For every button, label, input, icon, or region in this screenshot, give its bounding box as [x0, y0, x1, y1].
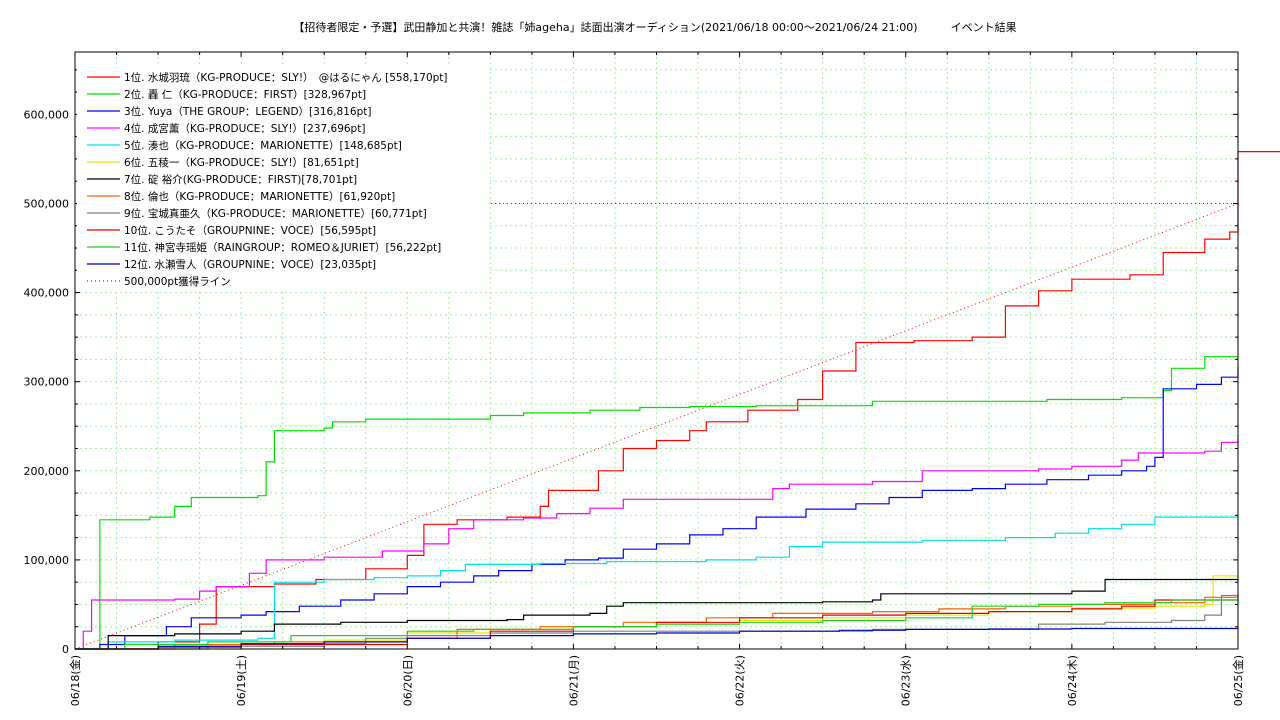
legend-label: 12位. 水瀬雪人（GROUPNINE：VOCE）[23,035pt] — [124, 258, 376, 271]
x-tick-label: 06/25(金) — [1231, 655, 1245, 706]
x-tick-label: 06/18(金) — [68, 655, 82, 706]
series-line-12 — [75, 627, 1238, 650]
legend-label: 6位. 五稜一（KG-PRODUCE：SLY!）[81,651pt] — [124, 156, 359, 169]
series-line-2 — [75, 355, 1239, 650]
y-tick-label: 600,000 — [24, 108, 70, 121]
legend-label: 3位. Yuya（THE GROUP：LEGEND）[316,816pt] — [124, 105, 371, 118]
x-tick-label: 06/22(火) — [734, 655, 747, 706]
x-tick-label: 06/19(土) — [235, 655, 248, 706]
series-line-5 — [75, 516, 1239, 650]
legend-label: 8位. 倫也（KG-PRODUCE：MARIONETTE）[61,920pt] — [124, 190, 395, 203]
series-layer — [75, 151, 1280, 650]
series-line-10 — [75, 598, 1239, 650]
y-tick-label: 200,000 — [24, 465, 70, 478]
legend-label: 5位. 湊也（KG-PRODUCE：MARIONETTE）[148,685pt] — [124, 139, 402, 152]
chart-title: 【招待者限定・予選】武田静加と共演！雑誌「姉ageha」誌面出演オーディション(… — [293, 21, 1017, 34]
x-tick-label: 06/24(木) — [1066, 655, 1079, 706]
legend-label: 10位. こうたそ（GROUPNINE：VOCE）[56,595pt] — [124, 224, 376, 237]
legend: 1位. 水城羽琉（KG-PRODUCE：SLY!） @はるにゃん [558,17… — [77, 66, 489, 292]
y-tick-label: 100,000 — [24, 554, 70, 567]
legend-label: 9位. 宝城真亜久（KG-PRODUCE：MARIONETTE）[60,771p… — [124, 207, 427, 220]
y-tick-label: 500,000 — [24, 197, 70, 210]
legend-label: 500,000pt獲得ライン — [124, 275, 231, 288]
legend-label: 4位. 成宮薫（KG-PRODUCE：SLY!）[237,696pt] — [124, 122, 365, 135]
grid — [75, 52, 1238, 649]
series-line-3 — [75, 366, 1239, 650]
x-tick-label: 06/20(日) — [401, 655, 414, 706]
y-tick-label: 0 — [62, 643, 69, 656]
x-tick-label: 06/21(月) — [567, 655, 580, 706]
axes: 0 100,000 200,000 300,000 400,000 500,000 600,… — [24, 52, 1245, 706]
legend-box — [77, 66, 489, 292]
series-line-7 — [75, 578, 1239, 650]
legend-label: 11位. 神宮寺瑶姫（RAINGROUP：ROMEO＆JURIET）[56,22… — [124, 241, 441, 254]
series-line-11 — [75, 598, 1239, 650]
legend-label: 7位. 碇 裕介(KG-PRODUCE：FIRST)[78,701pt] — [124, 173, 357, 186]
legend-label: 2位. 轟 仁（KG-PRODUCE：FIRST）[328,967pt] — [124, 88, 366, 101]
x-tick-label: 06/23(水) — [900, 655, 913, 706]
y-tick-label: 400,000 — [24, 287, 70, 300]
series-line-4 — [75, 437, 1239, 650]
y-tick-label: 300,000 — [24, 376, 70, 389]
legend-label: 1位. 水城羽琉（KG-PRODUCE：SLY!） @はるにゃん [558,17… — [124, 71, 448, 84]
